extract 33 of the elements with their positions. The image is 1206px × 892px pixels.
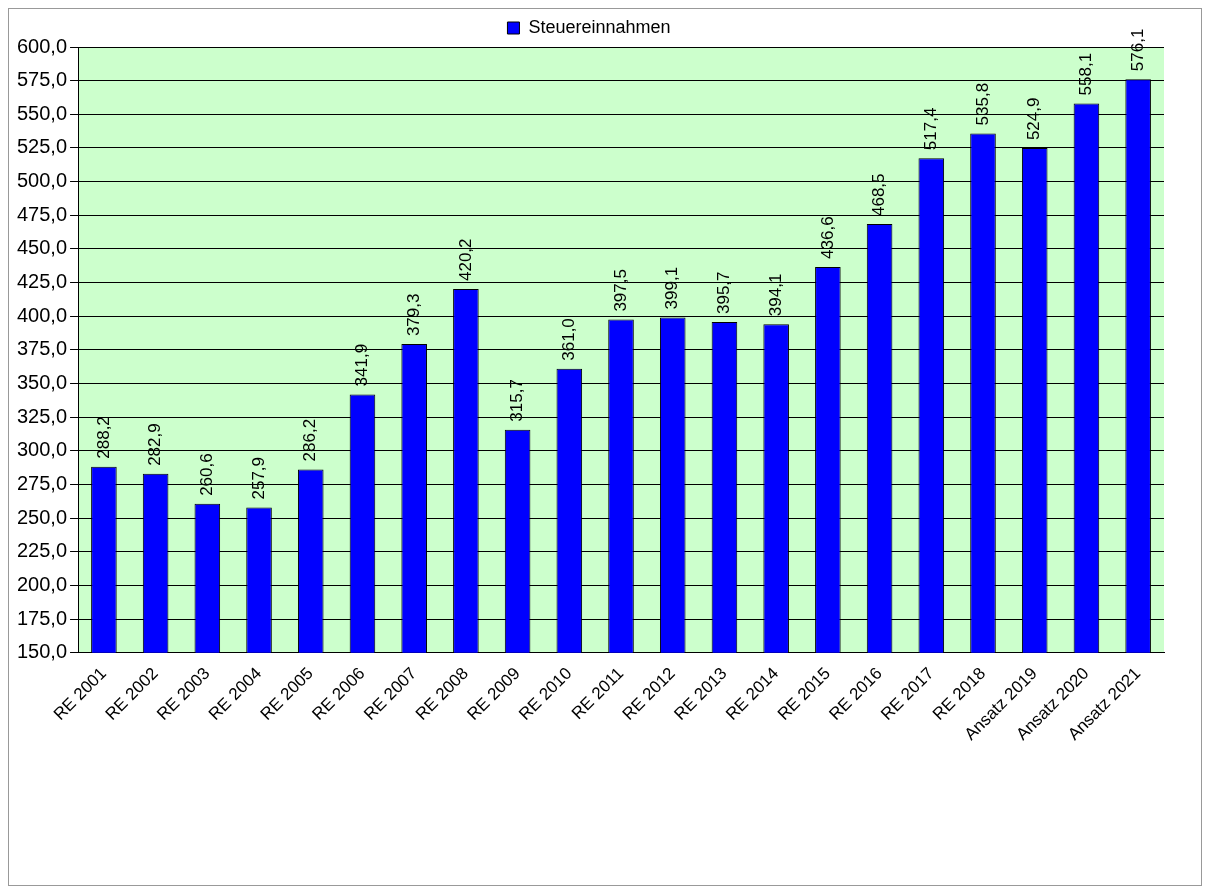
data-label: 257,9: [248, 456, 268, 500]
y-tick-label: 150,0: [16, 640, 68, 663]
data-label: 576,1: [1127, 28, 1147, 72]
data-label: 436,6: [817, 216, 837, 259]
y-tick-label: 500,0: [16, 169, 68, 192]
y-tick-label: 425,0: [16, 270, 68, 293]
y-tick-label: 275,0: [16, 472, 68, 494]
data-label: 397,5: [610, 269, 630, 312]
y-tick-label: 375,0: [16, 337, 68, 360]
y-tick-label: 300,0: [16, 438, 68, 461]
y-tick-label: 175,0: [16, 606, 68, 629]
data-label: 395,7: [714, 271, 734, 315]
data-label: 288,2: [93, 416, 113, 459]
data-label: 282,9: [145, 423, 165, 466]
y-tick-label: 600,0: [16, 34, 68, 57]
y-tick-label: 250,0: [16, 505, 68, 528]
y-tick-label: 400,0: [16, 303, 68, 326]
y-tick-label: 475,0: [16, 202, 68, 225]
y-tick-label: 325,0: [16, 404, 68, 427]
y-tick-label: 200,0: [16, 572, 68, 595]
y-tick-label: 350,0: [16, 371, 68, 394]
y-tick-label: 575,0: [16, 68, 68, 91]
data-label: 558,1: [1076, 52, 1096, 96]
data-label: 535,8: [972, 82, 992, 126]
data-label: 379,3: [403, 293, 423, 337]
data-label: 420,2: [455, 238, 475, 282]
legend-label: Steuereinnahmen: [528, 16, 671, 37]
y-tick-label: 450,0: [16, 236, 68, 259]
y-tick-label: 550,0: [16, 101, 68, 124]
y-tick-label: 225,0: [16, 539, 68, 562]
data-label: 399,1: [662, 266, 682, 310]
y-tick-label: 525,0: [16, 135, 68, 158]
data-label: 394,1: [765, 273, 785, 317]
